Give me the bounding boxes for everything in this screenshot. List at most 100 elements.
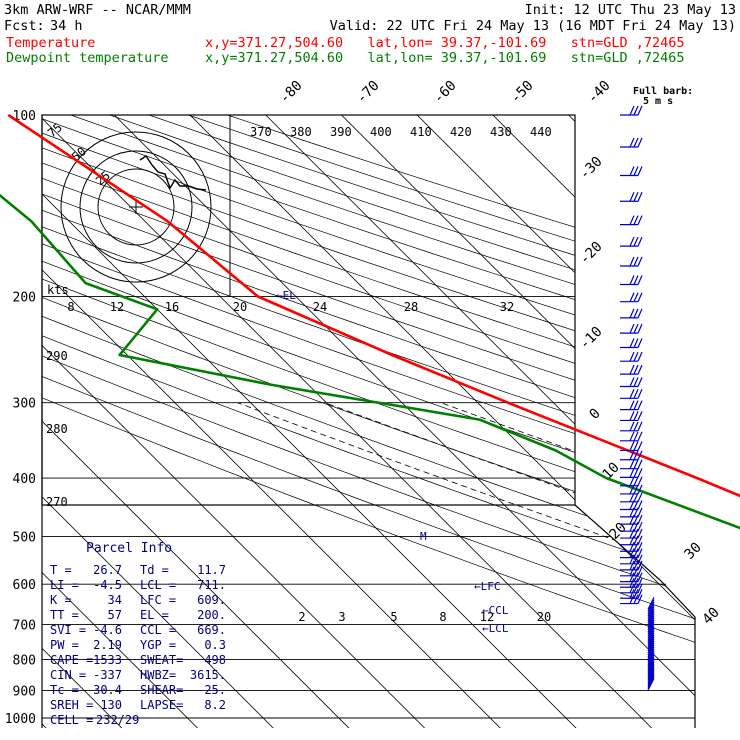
moist-adiabat bbox=[729, 403, 740, 718]
parcel-param-value: 498 bbox=[204, 653, 226, 667]
wind-barb bbox=[629, 450, 635, 460]
init-time: Init: 12 UTC Thu 23 May 13 bbox=[524, 2, 736, 18]
wind-barb bbox=[647, 672, 655, 686]
wind-barb bbox=[629, 308, 635, 319]
isotherm-label: -80 bbox=[277, 78, 306, 107]
parcel-param-name: Tc = bbox=[50, 683, 79, 697]
wind-barb bbox=[629, 351, 635, 362]
wind-barb bbox=[637, 323, 643, 334]
mixing-ratio-label: 3 bbox=[338, 610, 345, 624]
isotherm-label: -30 bbox=[577, 154, 606, 183]
level-marker-m: M bbox=[420, 530, 427, 543]
wind-barb bbox=[629, 191, 635, 202]
wind-barb bbox=[629, 215, 635, 225]
wind-barb bbox=[637, 560, 643, 571]
wind-barb bbox=[629, 507, 635, 518]
parcel-param-value: -4.6 bbox=[93, 623, 122, 637]
wind-barb bbox=[629, 105, 635, 116]
parcel-param-name: SWEAT= bbox=[140, 653, 183, 667]
temperature-label: Temperature bbox=[6, 35, 96, 51]
wind-barb bbox=[633, 351, 639, 362]
hodograph-trace bbox=[139, 155, 207, 191]
wind-barb bbox=[629, 292, 635, 302]
wind-barb bbox=[633, 256, 639, 267]
parcel-param-value: 2.19 bbox=[93, 638, 122, 652]
dry-adiabat bbox=[42, 115, 695, 719]
pressure-label: 500 bbox=[13, 530, 36, 545]
wind-barb bbox=[647, 608, 655, 622]
mixing-ratio-label: 8 bbox=[439, 610, 446, 624]
wind-barb bbox=[647, 624, 655, 637]
theta-label: 420 bbox=[450, 125, 472, 139]
parcel-param-name: LAPSE= bbox=[140, 698, 183, 712]
mixing-ratio-label: 5 bbox=[390, 610, 397, 624]
wind-barb bbox=[633, 560, 639, 571]
isotherm-line bbox=[189, 115, 695, 728]
temperature-location: x,y=371.27,504.60 lat,lon= 39.37,-101.69… bbox=[205, 35, 685, 51]
wind-barb bbox=[637, 411, 643, 421]
wind-barb bbox=[647, 665, 655, 679]
wind-barb bbox=[647, 652, 655, 665]
wind-barb bbox=[633, 441, 639, 451]
parcel-param-value: 609. bbox=[197, 593, 226, 607]
wind-barb bbox=[637, 400, 643, 410]
wind-barb bbox=[633, 507, 639, 518]
theta-label: 370 bbox=[250, 125, 272, 139]
wind-barb bbox=[647, 610, 655, 624]
theta-label: 430 bbox=[490, 125, 512, 139]
wind-barb bbox=[633, 105, 639, 116]
wind-barb bbox=[629, 514, 635, 525]
wind-barb bbox=[633, 364, 639, 375]
wind-barb bbox=[629, 528, 635, 539]
wind-barb bbox=[633, 542, 639, 552]
dry-adiabat bbox=[42, 115, 695, 719]
wind-barb bbox=[629, 338, 635, 348]
hodograph-speed-tick: 8 bbox=[67, 300, 74, 314]
wind-barb bbox=[647, 632, 655, 645]
wind-barb bbox=[647, 654, 655, 667]
wind-barb bbox=[647, 640, 655, 654]
pressure-label: 700 bbox=[13, 619, 36, 634]
wind-barb bbox=[637, 500, 643, 510]
level-marker-lfc: ←LFC bbox=[474, 580, 501, 593]
wind-barb bbox=[637, 468, 643, 478]
parcel-param-name: EL = bbox=[140, 608, 169, 622]
isotherm-label: 40 bbox=[700, 605, 723, 628]
isotherm-line bbox=[42, 115, 579, 728]
isotherm-line bbox=[42, 115, 504, 728]
wind-barb bbox=[629, 431, 635, 442]
dry-adiabat bbox=[42, 115, 695, 719]
wind-barb bbox=[629, 535, 635, 545]
wind-barb bbox=[629, 411, 635, 421]
parcel-param-name: SVI = bbox=[50, 623, 86, 637]
wind-barb bbox=[633, 236, 639, 247]
parcel-param-name: CIN = bbox=[50, 668, 86, 682]
hodograph-ring bbox=[79, 150, 193, 264]
level-marker-lcl: ←LCL bbox=[482, 622, 509, 635]
wind-barb bbox=[633, 554, 639, 565]
wind-barb bbox=[637, 351, 643, 362]
wind-barb bbox=[637, 492, 643, 503]
wind-barb bbox=[633, 521, 639, 532]
wind-barb bbox=[647, 628, 655, 641]
wind-barb bbox=[629, 572, 635, 582]
wind-barbs bbox=[620, 105, 655, 691]
isotherm-line bbox=[341, 115, 695, 728]
hodograph-speed-tick: 20 bbox=[233, 300, 247, 314]
parcel-param-value: -337 bbox=[93, 668, 122, 682]
wind-barb bbox=[629, 256, 635, 267]
parcel-param-name: LI = bbox=[50, 578, 79, 592]
hodograph-speed-tick: 24 bbox=[313, 300, 327, 314]
wind-barb bbox=[629, 476, 635, 487]
theta-label: 270 bbox=[46, 495, 68, 509]
wind-barb bbox=[629, 542, 635, 552]
hodograph-speed-tick: 16 bbox=[165, 300, 179, 314]
hodograph-speed-tick: 28 bbox=[404, 300, 418, 314]
dry-adiabat bbox=[42, 115, 695, 719]
wind-barb bbox=[637, 566, 643, 577]
wind-barb bbox=[629, 323, 635, 334]
wind-barb bbox=[633, 459, 639, 469]
parcel-param-name: TT = bbox=[50, 608, 79, 622]
parcel-param-name: HWBZ= bbox=[140, 668, 176, 682]
wind-barb bbox=[637, 256, 643, 267]
